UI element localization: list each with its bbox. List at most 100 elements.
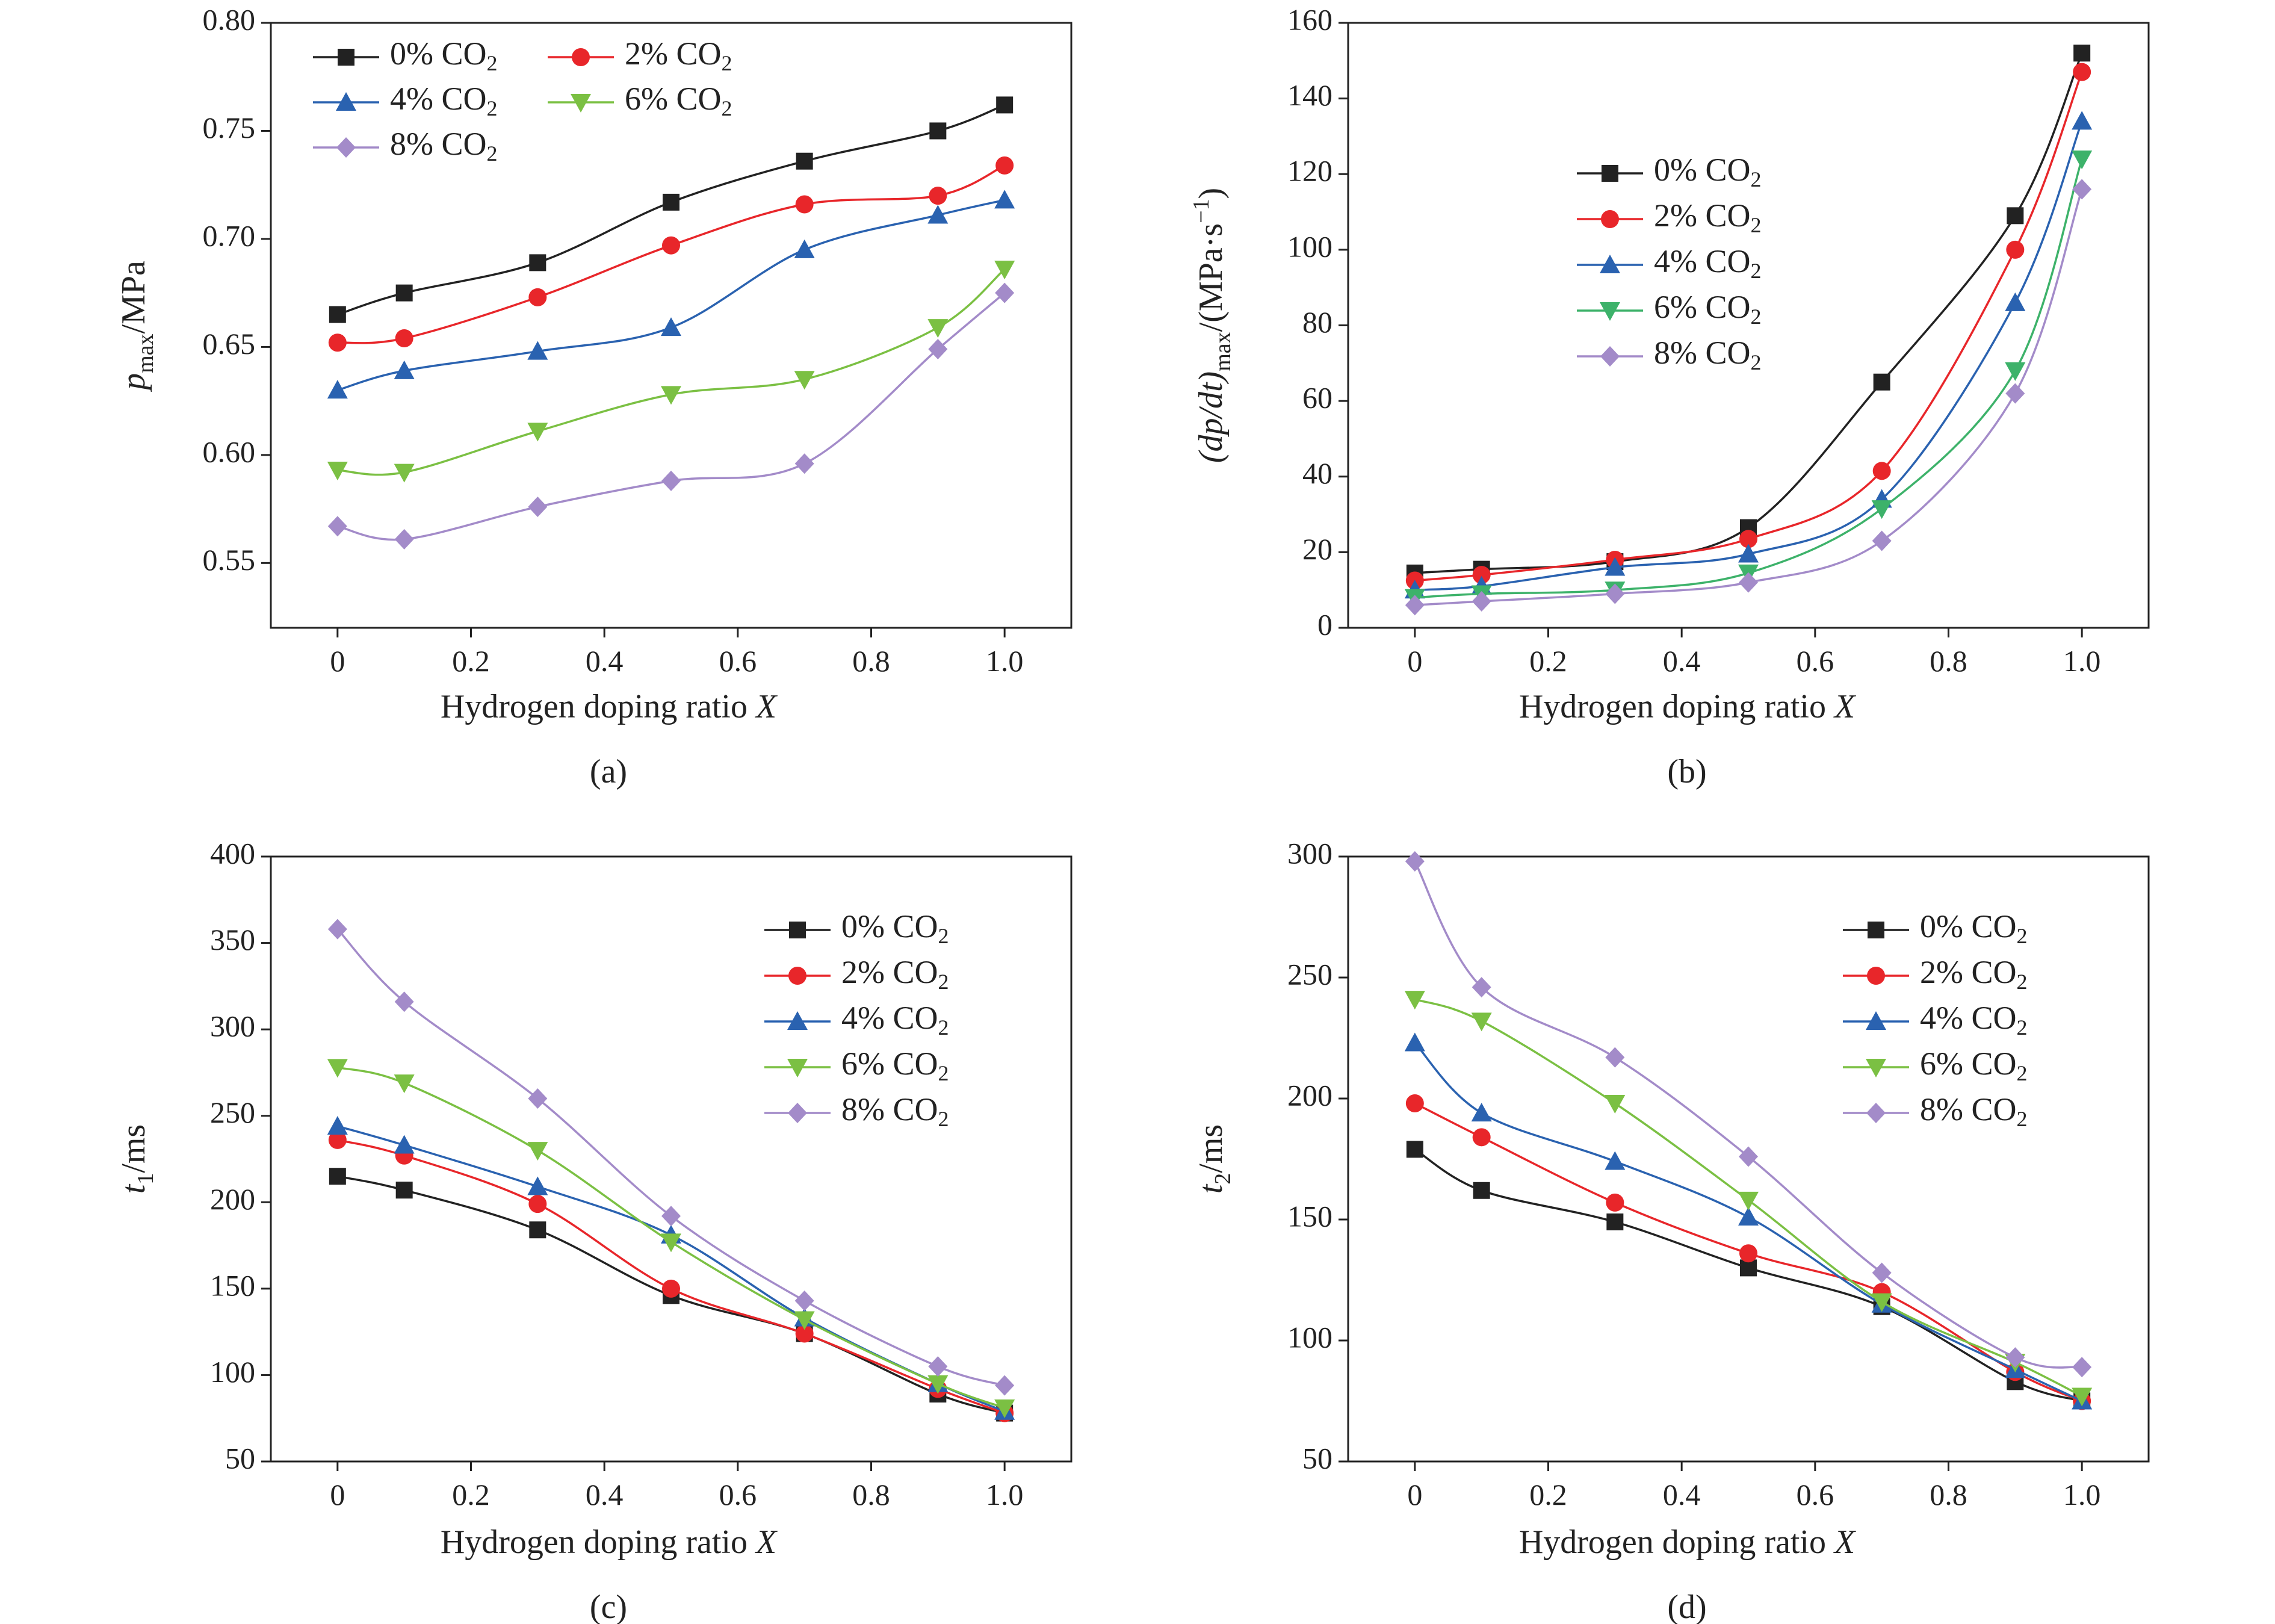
y-tick-label: 20 [1302, 532, 1332, 566]
data-point [1605, 557, 1626, 576]
data-point [1739, 1244, 1757, 1263]
data-point [1738, 1191, 1759, 1210]
panel-label: (d) [1667, 1588, 1706, 1624]
data-point [794, 239, 815, 258]
y-axis-title: (dp/dt)max/(MPa·s−1) [1189, 188, 1236, 463]
x-axis-title: Hydrogen doping ratio X [441, 688, 778, 725]
legend-label-subscript: 2 [938, 1015, 949, 1040]
y-axis-title-main: t [1192, 1183, 1230, 1194]
legend-marker [572, 48, 590, 66]
plot-frame [270, 22, 1072, 629]
x-tick-label: 0.8 [1930, 1478, 1967, 1511]
legend-label: 4% CO2 [1920, 1000, 2028, 1040]
data-point [1605, 1151, 1626, 1170]
data-point [1471, 1012, 1492, 1032]
plot-frame [1347, 855, 2150, 1463]
data-point [794, 371, 815, 390]
legend-label: 6% CO2 [1654, 289, 1762, 329]
data-point [527, 1176, 548, 1195]
data-point [1405, 1094, 1424, 1113]
y-tick-label: 0.60 [203, 435, 256, 468]
y-axis-title-end: ) [1192, 188, 1230, 199]
series [327, 190, 1015, 399]
data-point [662, 1279, 680, 1298]
legend-marker [1600, 346, 1620, 367]
series [1404, 1032, 2093, 1410]
legend-marker [1866, 1059, 1886, 1077]
legend-item: 8% CO2 [764, 1091, 949, 1131]
data-point [2072, 111, 2093, 130]
legend-label-subscript: 2 [2017, 970, 2028, 994]
legend-label-text: 2% CO [1654, 197, 1751, 234]
data-point [1605, 583, 1625, 604]
data-point [995, 1375, 1015, 1396]
x-tick-label: 0.2 [452, 644, 490, 678]
y-tick-label: 300 [1287, 836, 1332, 870]
legend-label-subscript: 2 [2017, 924, 2028, 948]
legend-label: 4% CO2 [841, 1000, 949, 1040]
y-axis-title: t2/ms [1192, 1124, 1236, 1194]
legend-item: 6% CO2 [1843, 1046, 2028, 1085]
data-point [1406, 1141, 1423, 1158]
legend-label-subscript: 2 [938, 970, 949, 994]
data-point [1605, 1095, 1626, 1114]
y-tick-label: 0 [1317, 607, 1332, 641]
series [327, 919, 1015, 1396]
data-point [2007, 207, 2024, 225]
legend-label-subscript: 2 [487, 141, 498, 166]
legend-label-subscript: 2 [487, 51, 498, 75]
legend-label-subscript: 2 [722, 96, 732, 120]
y-axis-title-subscript: max [1210, 332, 1236, 371]
series [1405, 851, 2092, 1378]
data-point [661, 317, 681, 336]
legend-label-subscript: 2 [2017, 1061, 2028, 1085]
y-tick-label: 120 [1287, 154, 1332, 188]
data-point [528, 1195, 547, 1213]
legend-label-text: 4% CO [1920, 1000, 2017, 1036]
x-axis-title-variable: X [1833, 688, 1857, 725]
x-tick-label: 1.0 [2063, 644, 2101, 678]
legend-label: 4% CO2 [1654, 243, 1762, 283]
x-axis-title-variable: X [755, 1523, 778, 1561]
data-point [1738, 1206, 1759, 1226]
legend-marker [1867, 967, 1885, 985]
y-tick-label: 0.75 [203, 111, 256, 144]
panel-label: (b) [1667, 753, 1706, 790]
x-tick-label: 0.2 [1529, 644, 1567, 678]
data-point [796, 152, 813, 170]
data-point [394, 360, 415, 379]
x-tick-label: 0.6 [1797, 1478, 1834, 1511]
data-point [927, 319, 949, 338]
x-axis-title-variable: X [755, 688, 778, 725]
data-point [928, 338, 948, 359]
legend-label-text: 4% CO [1654, 243, 1751, 279]
series-line [1414, 158, 2083, 599]
legend-label-subscript: 2 [2017, 1015, 2028, 1040]
x-axis-title-text: Hydrogen doping ratio [1519, 1523, 1834, 1561]
series [1405, 1094, 2091, 1410]
data-point [2072, 179, 2092, 200]
data-point [1606, 1213, 1624, 1231]
chart-panel: 0 0.2 0.4 0.6 0.8 1.0 50 100 150 200 250 300 350 400 H… [115, 836, 1072, 1624]
data-point [1871, 1293, 1892, 1312]
legend-label-text: 0% CO [1920, 908, 2017, 944]
y-axis-title-unit: /ms [1192, 1124, 1230, 1173]
legend-marker [789, 922, 806, 938]
x-axis-title-text: Hydrogen doping ratio [441, 1523, 756, 1561]
legend-label: 2% CO2 [1654, 197, 1762, 237]
data-point [394, 1074, 415, 1094]
data-point [327, 919, 347, 940]
legend-label-subscript: 2 [1751, 259, 1762, 283]
data-point [1471, 1103, 1492, 1122]
y-axis-title-main: t [115, 1183, 152, 1194]
data-point [327, 1115, 348, 1135]
series [327, 282, 1015, 550]
data-point [327, 380, 348, 399]
x-tick-label: 1.0 [986, 1478, 1024, 1511]
y-tick-label: 40 [1302, 456, 1332, 490]
legend-label: 0% CO2 [1920, 908, 2028, 948]
legend-label-subscript: 2 [1751, 305, 1762, 329]
legend-label-subscript: 2 [722, 51, 732, 75]
